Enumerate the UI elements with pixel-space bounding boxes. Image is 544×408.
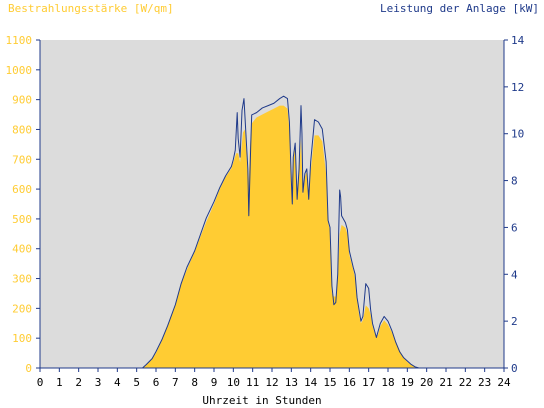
x-axis-title: Uhrzeit in Stunden: [202, 394, 321, 407]
x-tick-label: 9: [211, 376, 218, 389]
x-tick-label: 5: [133, 376, 140, 389]
x-tick-label: 23: [478, 376, 491, 389]
y-left-tick-label: 900: [12, 94, 32, 107]
x-tick-label: 3: [95, 376, 102, 389]
y-left-tick-label: 200: [12, 302, 32, 315]
series-layer: [40, 95, 504, 369]
x-tick-label: 20: [420, 376, 433, 389]
x-tick-label: 4: [114, 376, 121, 389]
y-right-tick-label: 8: [511, 175, 518, 188]
x-tick-label: 16: [343, 376, 356, 389]
x-tick-label: 17: [362, 376, 375, 389]
y-right-tick-label: 14: [511, 34, 525, 47]
y-left-tick-label: 800: [12, 123, 32, 136]
x-tick-label: 8: [191, 376, 198, 389]
y-right-tick-label: 2: [511, 315, 518, 328]
x-tick-label: 19: [401, 376, 414, 389]
y-left-tick-label: 0: [25, 362, 32, 375]
y-right-tick-label: 6: [511, 221, 518, 234]
x-tick-label: 13: [285, 376, 298, 389]
y-left-tick-label: 1000: [6, 64, 33, 77]
x-tick-label: 14: [304, 376, 318, 389]
x-tick-label: 0: [37, 376, 44, 389]
y-left-tick-label: 500: [12, 213, 32, 226]
y-left-tick-label: 400: [12, 243, 32, 256]
x-tick-label: 21: [439, 376, 452, 389]
y-right-tick-label: 10: [511, 128, 524, 141]
y-left-tick-label: 1100: [6, 34, 33, 47]
right-axis-title: Leistung der Anlage [kW]: [380, 2, 539, 15]
y-left-tick-label: 100: [12, 332, 32, 345]
y-left-tick-label: 600: [12, 183, 32, 196]
x-tick-label: 7: [172, 376, 179, 389]
power-line: [40, 95, 504, 369]
x-tick-label: 10: [227, 376, 240, 389]
x-tick-label: 12: [265, 376, 278, 389]
y-left-tick-label: 700: [12, 153, 32, 166]
y-left-tick-label: 300: [12, 273, 32, 286]
left-axis-title: Bestrahlungsstärke [W/qm]: [8, 2, 174, 15]
x-tick-label: 1: [56, 376, 63, 389]
y-right-tick-label: 4: [511, 268, 518, 281]
irradiance-area: [40, 105, 504, 368]
y-right-tick-label: 12: [511, 81, 524, 94]
x-tick-label: 15: [323, 376, 336, 389]
x-tick-label: 22: [459, 376, 472, 389]
x-tick-label: 24: [497, 376, 511, 389]
y-right-tick-label: 0: [511, 362, 518, 375]
axes-layer: 0 1 2 3 4 5 6 7 8 9 10 11 12 13 14 15 16 17 18 19 20 21 22 23 24…: [6, 34, 525, 389]
x-tick-label: 11: [246, 376, 259, 389]
x-tick-label: 6: [153, 376, 160, 389]
x-tick-label: 18: [381, 376, 394, 389]
x-tick-label: 2: [75, 376, 82, 389]
